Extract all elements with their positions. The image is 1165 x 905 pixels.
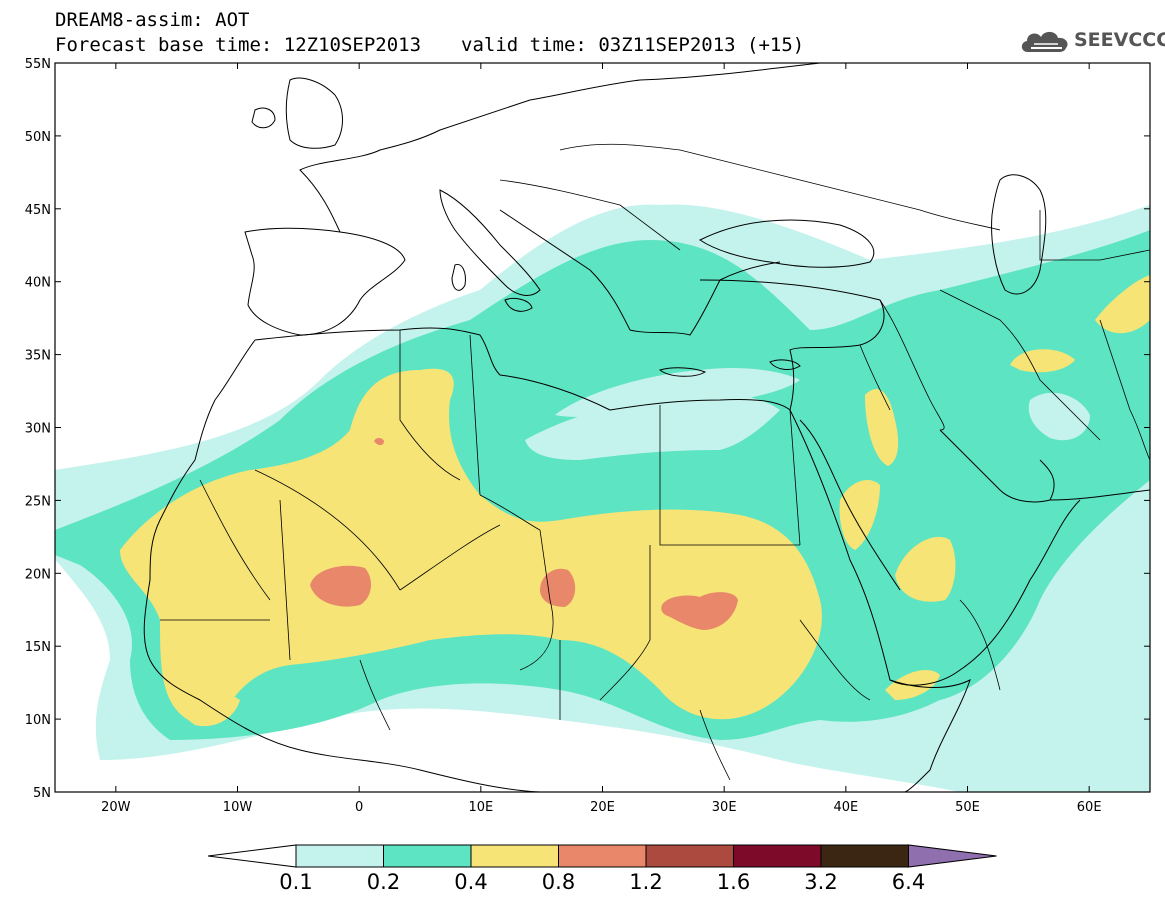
axis-ticks <box>55 62 1150 793</box>
legend-swatch <box>645 844 734 868</box>
lon-tick-label: 10W <box>223 800 253 815</box>
latitude-labels: 55N 50N 45N 40N 35N 30N 25N 20N 15N 10N 5N <box>25 57 51 801</box>
aot-contour-0.4-guinea <box>174 685 240 727</box>
lon-tick-label: 50E <box>955 800 980 815</box>
legend-swatch <box>820 844 909 868</box>
legend-swatch <box>383 844 472 868</box>
valid-time-label: valid time: 03Z11SEP2013 (+15) <box>461 34 805 56</box>
aot-contour-0.8-sudan <box>661 592 738 630</box>
lat-tick-label: 5N <box>33 786 51 801</box>
time-info: Forecast base time: 12Z10SEP2013 valid ti… <box>55 35 804 55</box>
legend-swatch <box>470 844 559 868</box>
lat-tick-label: 45N <box>25 203 51 218</box>
aot-contour-0.8-algeria <box>374 438 384 446</box>
lat-tick-label: 10N <box>25 713 51 728</box>
lat-tick-label: 25N <box>25 494 51 509</box>
cloud-icon <box>1021 31 1068 52</box>
lon-tick-label: 20E <box>590 800 615 815</box>
lon-tick-label: 60E <box>1077 800 1102 815</box>
coastlines <box>143 63 1150 792</box>
aot-contour-0.4-sahara <box>120 368 822 724</box>
lat-tick-label: 40N <box>25 276 51 291</box>
longitude-labels: 20W 10W 0 10E 20E 30E 40E 50E 60E <box>101 800 1101 815</box>
aot-contour-0.1-east-med <box>525 393 780 460</box>
aot-contour-0.4-red-sea <box>839 480 880 550</box>
legend-level-label: 0.4 <box>454 870 488 894</box>
lon-tick-label: 40E <box>833 800 858 815</box>
legend-level-label: 1.2 <box>629 870 663 894</box>
logo-text: SEEVCCC <box>1074 29 1165 51</box>
map-title: DREAM8-assim: AOT <box>55 9 250 31</box>
legend-swatch <box>295 844 384 868</box>
aot-contour-0.4-arabia <box>895 536 956 602</box>
legend-swatch <box>733 844 822 868</box>
lat-tick-label: 55N <box>25 57 51 72</box>
legend-level-label: 0.2 <box>366 870 401 894</box>
country-borders <box>160 143 1150 781</box>
legend-level-label: 3.2 <box>804 870 838 894</box>
lat-tick-label: 15N <box>25 640 51 655</box>
aot-contour-0.8-mali <box>310 565 372 607</box>
lat-tick-label: 35N <box>25 349 51 364</box>
aot-contour-0.4-levant <box>865 389 899 466</box>
legend-level-label: 1.6 <box>716 870 751 894</box>
lon-tick-label: 20W <box>101 800 131 815</box>
legend-level-label: 6.4 <box>891 870 926 894</box>
lon-tick-label: 10E <box>468 800 493 815</box>
legend-swatch <box>558 844 647 868</box>
lat-tick-label: 50N <box>25 130 51 145</box>
aot-contour-0.4-iran <box>1010 349 1075 373</box>
aot-contour-0.1-med <box>555 368 800 418</box>
lon-tick-label: 30E <box>712 800 737 815</box>
legend-level-label: 0.8 <box>541 870 576 894</box>
lon-tick-label: 0 <box>355 800 363 815</box>
aot-contour-0.4-afghan <box>1095 275 1150 334</box>
aot-contour-0.8-chad <box>540 568 576 607</box>
lat-tick-label: 30N <box>25 422 51 437</box>
seevccc-logo: SEEVCCC <box>1018 26 1165 56</box>
legend-arrow-high <box>908 844 997 868</box>
aot-contour-0.1-caspian <box>1028 392 1090 441</box>
legend-level-label: 0.1 <box>279 870 313 894</box>
lat-tick-label: 20N <box>25 567 51 582</box>
legend-arrow-low <box>207 844 297 868</box>
base-time-label: Forecast base time: 12Z10SEP2013 <box>55 34 422 56</box>
